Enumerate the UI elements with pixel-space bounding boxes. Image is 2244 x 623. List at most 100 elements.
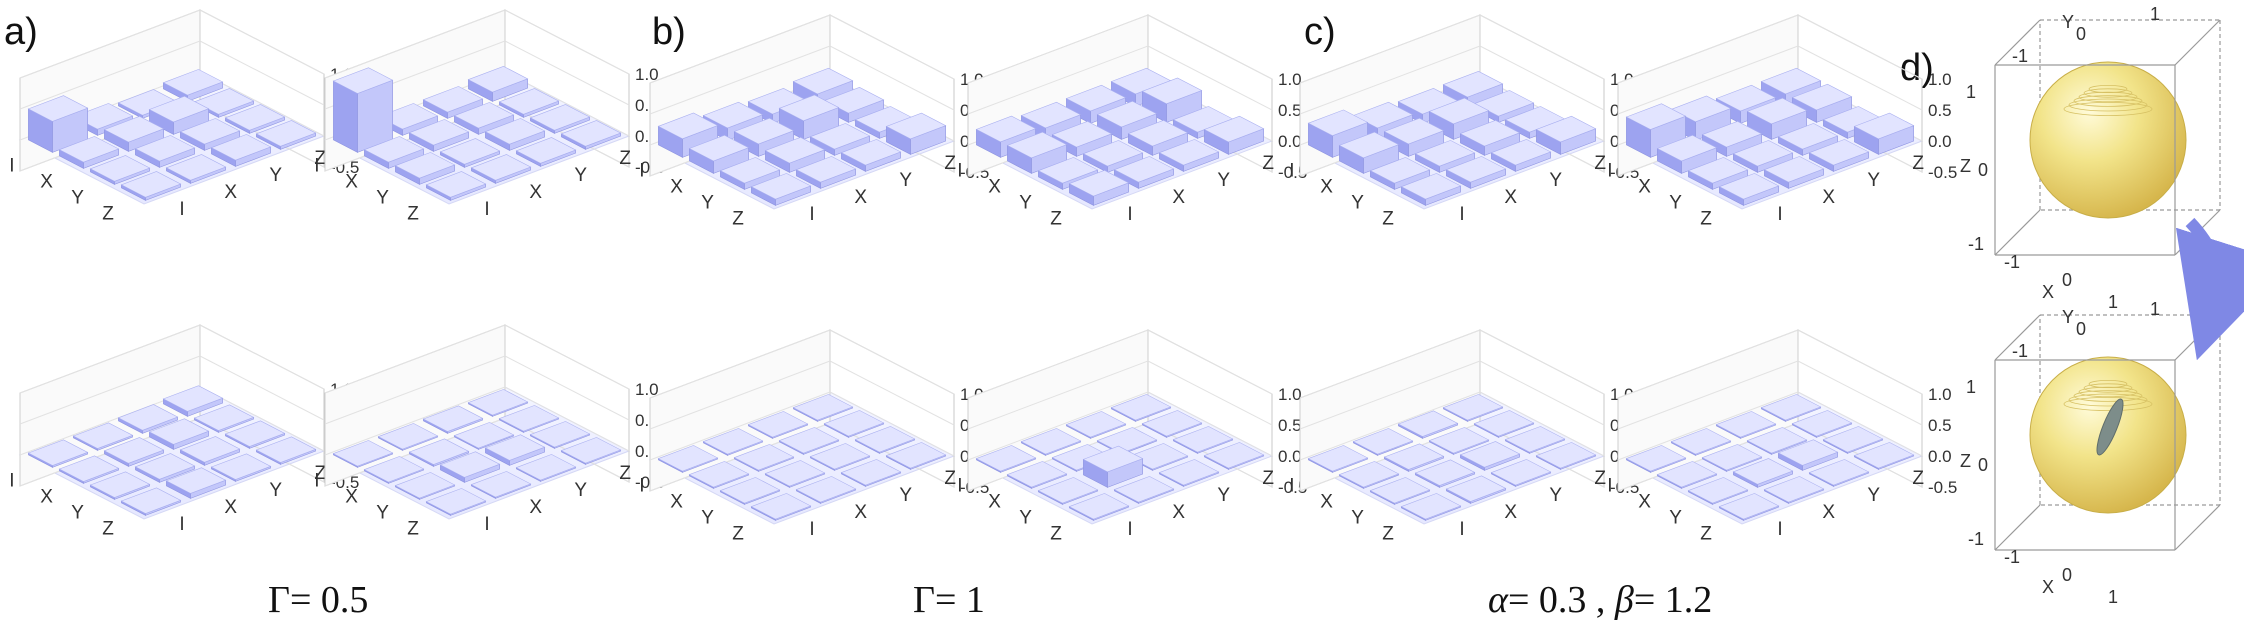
bar: [1127, 119, 1189, 156]
bar-top-face: [210, 453, 272, 480]
tick-label: 1: [2108, 587, 2118, 607]
bar-top-face: [764, 136, 826, 164]
bar: [1110, 394, 1172, 422]
row-label: I: [9, 156, 14, 177]
grid-line: [829, 360, 955, 426]
bar-top-face: [332, 440, 394, 467]
bar: [467, 65, 529, 102]
bar-top-face: [1158, 139, 1220, 166]
bar-top-face: [1352, 428, 1414, 455]
grid-line: [649, 391, 831, 461]
bar: [809, 443, 871, 471]
row-label: Y: [1669, 193, 1682, 214]
bar: [1414, 140, 1476, 173]
bar: [422, 86, 484, 119]
row-label: Z: [1700, 209, 1712, 230]
grid-line: [967, 329, 1149, 399]
bar: [560, 437, 622, 465]
bar: [498, 405, 560, 433]
bar-top-face: [1791, 410, 1853, 437]
grid-line: [19, 40, 201, 110]
bar: [1442, 394, 1504, 422]
bar-top-face: [27, 95, 89, 122]
row-label: Y: [376, 503, 389, 524]
col-label: X: [224, 497, 237, 518]
row-label: X: [40, 487, 53, 508]
col-label: Y: [899, 485, 912, 506]
bar-top-face: [809, 443, 871, 470]
col-label: X: [1822, 502, 1835, 523]
axis-label-z: Z: [1960, 156, 1971, 176]
bar-top-face: [1715, 411, 1777, 438]
row-label: I: [957, 476, 962, 497]
caption-b: Γ= 1: [913, 579, 985, 621]
tick-label: -1: [1968, 234, 1984, 254]
bar-top-face: [702, 101, 764, 129]
bar-top-face: [515, 137, 577, 164]
bar: [453, 422, 515, 450]
col-label: I: [1777, 519, 1782, 540]
col-label: I: [809, 519, 814, 540]
col-label: Z: [314, 463, 326, 484]
bar-top-face: [1203, 115, 1265, 143]
grid-line: [649, 45, 831, 115]
bar: [148, 95, 210, 135]
bar-top-face: [719, 477, 781, 504]
grid-line: [324, 355, 506, 425]
row-label: Y: [1019, 508, 1032, 529]
bar-top-face: [1746, 97, 1808, 125]
bar-top-face: [1445, 475, 1507, 502]
bar-top-face: [1172, 426, 1234, 453]
bar-top-face: [1082, 140, 1144, 167]
transform-arrow: [2175, 217, 2244, 361]
bar-top-face: [1687, 157, 1749, 184]
bar: [332, 67, 394, 153]
bar: [885, 112, 947, 155]
bar: [72, 422, 134, 451]
bar-top-face: [1490, 139, 1552, 166]
z-tick-label: 1.0: [635, 380, 659, 399]
caption-c-alpha-value: = 0.3 ,: [1508, 579, 1615, 621]
bar-top-face: [1808, 459, 1870, 486]
bar-top-face: [363, 456, 425, 483]
bar-top-face: [422, 405, 484, 432]
bar-top-face: [394, 472, 456, 499]
grid-line: [1147, 360, 1273, 426]
bar: [1656, 461, 1718, 489]
bar-top-face: [1020, 101, 1082, 129]
row-label: Y: [1019, 193, 1032, 214]
bar: [470, 471, 532, 499]
bar-top-face: [179, 436, 241, 463]
bar: [560, 120, 622, 150]
tick-label: 0: [2076, 24, 2086, 44]
bar-top-face: [162, 385, 224, 412]
bar: [120, 487, 182, 516]
bar: [394, 472, 456, 500]
tick-label: 0: [2062, 270, 2072, 290]
grid-line: [504, 355, 630, 421]
bar-top-face: [162, 69, 224, 96]
col-label: X: [529, 182, 542, 203]
tick-label: -1: [2004, 547, 2020, 567]
bar: [854, 426, 916, 454]
bar-top-face: [179, 118, 241, 145]
row-label: X: [40, 172, 53, 193]
sphere-contour: [2078, 386, 2138, 398]
bar: [1383, 443, 1445, 472]
bar-top-face: [1400, 173, 1462, 200]
row-label: X: [1638, 492, 1651, 513]
grid-line: [1299, 360, 1481, 430]
bar-top-face: [72, 422, 134, 449]
bar-top-face: [1473, 90, 1535, 117]
grid-line: [649, 329, 831, 399]
bar: [1763, 476, 1825, 504]
grid-line: [199, 355, 325, 421]
grid-line: [504, 324, 630, 390]
tick-label: 1: [2150, 4, 2160, 24]
grid-line: [1617, 329, 1799, 399]
caption-b-value: = 1: [935, 579, 985, 621]
row-label: Z: [102, 204, 114, 225]
bar: [1718, 173, 1780, 206]
bar-top-face: [1113, 156, 1175, 183]
